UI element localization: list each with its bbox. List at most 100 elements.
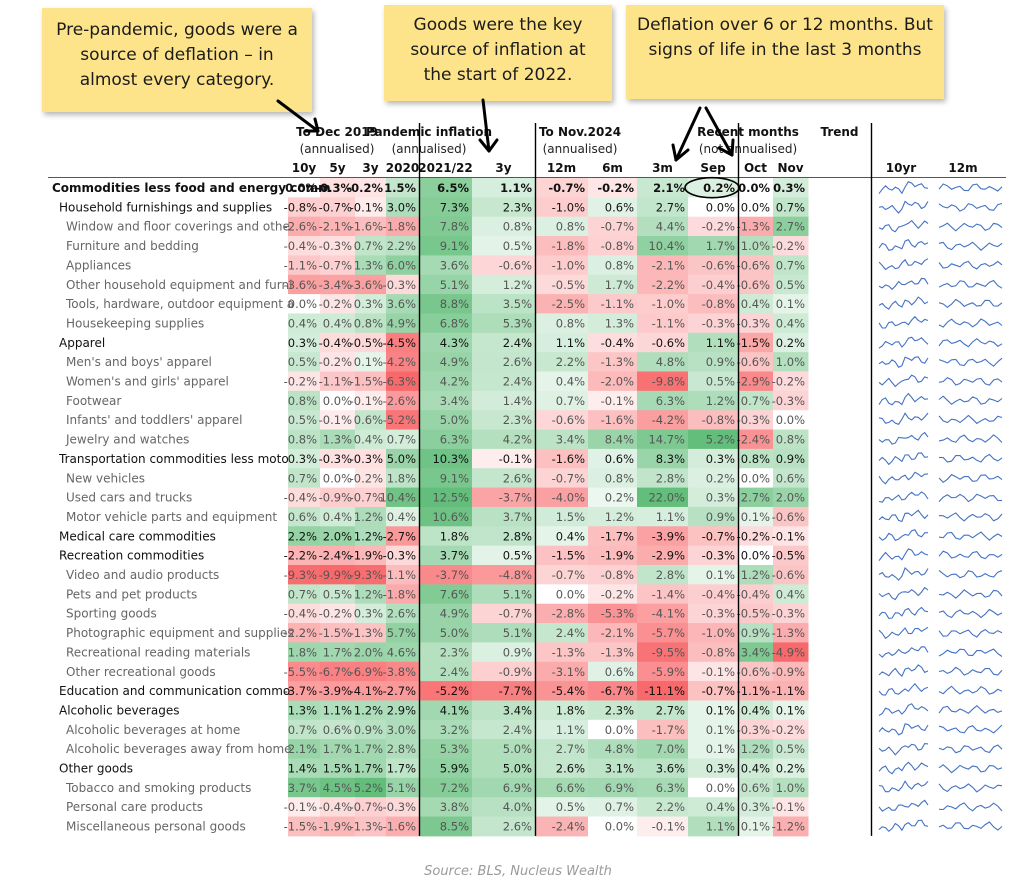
cell-value: -0.8% bbox=[601, 568, 634, 582]
cell-value: 2.6% bbox=[503, 355, 532, 369]
heatmap-cell bbox=[588, 371, 638, 392]
trend-sparkline bbox=[938, 337, 1003, 348]
cell-value: 0.9% bbox=[706, 510, 735, 524]
cell-value: -2.9% bbox=[737, 375, 770, 389]
cell-value: -0.7% bbox=[350, 800, 383, 814]
heatmap-cell bbox=[535, 545, 589, 566]
cell-value: 3.7% bbox=[503, 510, 532, 524]
heatmap-cell bbox=[688, 506, 739, 527]
heatmap-cell bbox=[320, 584, 356, 605]
cell-value: -0.6% bbox=[737, 258, 770, 272]
heatmap-cell bbox=[688, 274, 739, 295]
heatmap-cell bbox=[637, 739, 689, 759]
cell-value: 1.8% bbox=[440, 529, 469, 543]
cell-value: 10.3% bbox=[432, 452, 469, 466]
annotation-pre-pandemic: Pre-pandemic, goods were a source of def… bbox=[42, 8, 312, 112]
cell-value: 12.5% bbox=[432, 491, 469, 505]
heatmap-cell bbox=[637, 178, 689, 198]
heatmap-cell bbox=[738, 526, 774, 547]
cell-value: 0.3% bbox=[288, 336, 317, 350]
heatmap-cell bbox=[419, 448, 473, 469]
cell-value: -7.7% bbox=[499, 684, 532, 698]
heatmap-cell bbox=[588, 468, 638, 489]
annotation-pre-pandemic-text: Pre-pandemic, goods were a source of def… bbox=[56, 20, 298, 90]
trend-sparkline bbox=[938, 783, 1003, 793]
cell-value: 0.8% bbox=[354, 316, 383, 330]
cell-value: 2.8% bbox=[503, 529, 532, 543]
heatmap-cell bbox=[472, 448, 536, 469]
cell-value: -1.1% bbox=[737, 684, 770, 698]
heatmap-cell bbox=[688, 410, 739, 431]
arrow-deflation-3m bbox=[704, 106, 734, 157]
heatmap-cell bbox=[688, 468, 739, 489]
cell-value: -1.7% bbox=[601, 529, 634, 543]
trend-sparkline bbox=[878, 277, 929, 291]
cell-value: -1.3% bbox=[601, 645, 634, 659]
heatmap-cell bbox=[419, 739, 473, 759]
cell-value: -0.3% bbox=[319, 239, 352, 253]
cell-value: 4.4% bbox=[656, 220, 685, 234]
trend-sparkline bbox=[878, 452, 929, 466]
trend-sparkline bbox=[878, 412, 929, 425]
heatmap-cell bbox=[386, 236, 420, 256]
cell-value: 0.1% bbox=[354, 355, 383, 369]
heatmap-cell bbox=[288, 468, 321, 489]
cell-value: 0.8% bbox=[741, 452, 770, 466]
heatmap-cell bbox=[535, 739, 589, 759]
heatmap-cell bbox=[419, 584, 473, 605]
cell-value: 3.6% bbox=[440, 258, 469, 272]
heatmap-cell bbox=[738, 816, 774, 837]
heatmap-cell bbox=[688, 700, 739, 721]
cell-value: 0.8% bbox=[556, 316, 585, 330]
cell-value: 1.3% bbox=[605, 316, 634, 330]
row-label: Education and communication commo bbox=[59, 684, 290, 698]
heatmap-cell bbox=[773, 623, 809, 643]
cell-value: 0.0% bbox=[288, 297, 317, 311]
cell-value: -1.8% bbox=[383, 587, 416, 601]
cell-value: 0.7% bbox=[605, 800, 634, 814]
cell-value: 5.0% bbox=[503, 742, 532, 756]
cell-value: 2.7% bbox=[741, 491, 770, 505]
heatmap-cell bbox=[637, 797, 689, 818]
trend-sparkline bbox=[878, 548, 929, 561]
cell-value: 2.4% bbox=[440, 665, 469, 679]
cell-value: -6.7% bbox=[319, 665, 352, 679]
cell-value: 0.8% bbox=[605, 471, 634, 485]
cell-value: 0.6% bbox=[741, 781, 770, 795]
cell-value: -2.4% bbox=[737, 433, 770, 447]
heatmap-cell bbox=[288, 352, 321, 372]
cell-value: 0.1% bbox=[706, 723, 735, 737]
heatmap-cell bbox=[386, 545, 420, 566]
heatmap-cell bbox=[355, 294, 387, 314]
cell-value: 0.8% bbox=[605, 258, 634, 272]
cell-value: -4.0% bbox=[552, 491, 585, 505]
cell-value: 6.9% bbox=[503, 781, 532, 795]
cell-value: 3.1% bbox=[605, 762, 634, 776]
heatmap-cell bbox=[535, 468, 589, 489]
row-label: Apparel bbox=[59, 336, 105, 350]
trend-sparkline bbox=[938, 357, 1003, 367]
cell-value: -0.6% bbox=[772, 568, 805, 582]
heatmap-cell bbox=[588, 797, 638, 818]
row-label: Pets and pet products bbox=[66, 587, 197, 601]
heatmap-cell bbox=[588, 526, 638, 547]
heatmap-cell bbox=[773, 739, 809, 759]
cell-value: 0.4% bbox=[776, 587, 805, 601]
cell-value: 2.2% bbox=[387, 239, 416, 253]
heatmap-cell bbox=[355, 623, 387, 643]
source-note: Source: BLS, Nucleus Wealth bbox=[424, 864, 612, 879]
cell-value: -1.1% bbox=[319, 375, 352, 389]
cell-value: 0.4% bbox=[741, 762, 770, 776]
heatmap-cell bbox=[472, 236, 536, 256]
trend-sparkline bbox=[878, 799, 929, 812]
heatmap-cell bbox=[588, 584, 638, 605]
row-label: Household furnishings and supplies bbox=[59, 200, 272, 214]
heatmap-cell bbox=[419, 681, 473, 701]
cell-value: 3.6% bbox=[656, 762, 685, 776]
cell-value: 0.0% bbox=[605, 820, 634, 834]
heatmap-cell bbox=[472, 681, 536, 701]
cell-value: 0.5% bbox=[288, 355, 317, 369]
heatmap-cell bbox=[773, 274, 809, 295]
heatmap-cell bbox=[637, 352, 689, 372]
heatmap-cell bbox=[386, 332, 420, 353]
